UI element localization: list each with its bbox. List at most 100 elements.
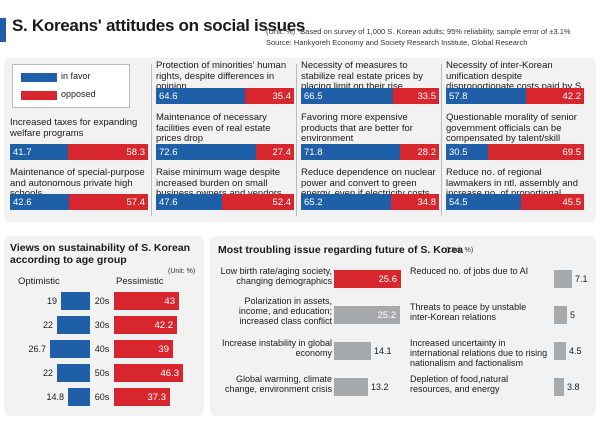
favor-bar [156, 88, 245, 104]
favor-value: 57.8 [449, 91, 468, 102]
opposed-value: 58.3 [126, 147, 146, 158]
unit-note: (Unit: %) *Based on survey of 1,000 S. K… [266, 27, 571, 36]
pessimistic-bar: 42.2 [114, 316, 177, 334]
favor-bar [301, 194, 391, 210]
legend-favor-label: in favor [61, 71, 91, 81]
question-label: Protection of minorities' human rights, … [156, 60, 287, 92]
stacked-bar: 42.6 57.4 [10, 194, 148, 210]
stacked-bar: 71.8 28.2 [301, 144, 439, 160]
opposed-bar [222, 194, 294, 210]
favor-bar [301, 88, 393, 104]
legend-opposed-label: opposed [61, 89, 96, 99]
opposed-bar [521, 194, 584, 210]
issue-label: Depletion of food,natural resources, and… [410, 374, 509, 394]
issue-bar [554, 306, 567, 324]
issue-bar [554, 378, 564, 396]
pessimistic-bar: 37.3 [114, 388, 170, 406]
opposed-bar [393, 88, 439, 104]
issue-bar: 25.6 [334, 270, 401, 288]
issue-bar: 25.2 [334, 306, 400, 324]
opposed-value: 28.2 [417, 147, 437, 158]
favor-value: 71.8 [304, 147, 323, 158]
issue-label: Threats to peace by unstable inter-Korea… [410, 302, 527, 322]
pessimistic-header: Pessimistic [116, 276, 164, 287]
stacked-bar: 30.5 69.5 [446, 144, 584, 160]
pessimistic-value: 46.3 [160, 368, 180, 379]
pessimistic-value: 42.2 [154, 320, 174, 331]
issue-value: 4.5 [569, 346, 582, 356]
issue-label: Low birth rate/aging society, changing d… [220, 266, 332, 286]
issue-label: Global warming, climate change, environm… [224, 374, 332, 394]
issue-bar [334, 342, 371, 360]
age-panel: Views on sustainability of S. Korean acc… [4, 236, 204, 416]
favor-bar [446, 144, 488, 160]
age-panel-title: Views on sustainability of S. Korean acc… [10, 242, 191, 266]
optimistic-value: 14.8 [46, 392, 64, 402]
favor-value: 41.7 [13, 147, 32, 158]
optimistic-header: Optimistic [18, 276, 60, 287]
issue-value: 25.2 [377, 310, 397, 321]
pessimistic-bar: 43 [114, 292, 179, 310]
opposed-bar [68, 144, 148, 160]
issue-value: 3.8 [567, 382, 580, 392]
opposed-value: 42.2 [562, 91, 582, 102]
opposed-bar [245, 88, 294, 104]
age-unit-note: (Unit: %) [168, 268, 196, 275]
favor-bar [446, 88, 526, 104]
pessimistic-value: 39 [158, 344, 169, 355]
question-label: Necessity of measures to stabilize real … [301, 60, 423, 92]
opposed-bar [256, 144, 294, 160]
age-group-label: 20s [94, 296, 110, 306]
opposed-bar [69, 194, 148, 210]
optimistic-bar [61, 292, 90, 310]
opposed-value: 45.5 [562, 197, 582, 208]
header: S. Koreans' attitudes on social issues (… [0, 0, 600, 56]
column-divider [151, 64, 152, 216]
opposed-value: 57.4 [126, 197, 146, 208]
favor-value: 54.5 [449, 197, 468, 208]
optimistic-bar [68, 388, 90, 406]
question-label: Favoring more expensive products that ar… [301, 112, 413, 144]
stacked-bar: 64.6 35.4 [156, 88, 294, 104]
question-label: Raise minimum wage despite increased bur… [156, 167, 282, 198]
stacked-bar: 65.2 34.8 [301, 194, 439, 210]
question-label: Maintenance of special-purpose and auton… [10, 167, 145, 198]
optimistic-bar [57, 364, 90, 382]
stacked-bar: 66.5 33.5 [301, 88, 439, 104]
column-divider [441, 64, 442, 216]
opposed-value: 34.8 [417, 197, 437, 208]
issue-bar [554, 342, 566, 360]
issue-panel: Most troubling issue regarding future of… [210, 236, 596, 416]
column-divider [296, 64, 297, 216]
age-group-label: 60s [94, 392, 110, 402]
opposed-value: 35.4 [272, 91, 292, 102]
stacked-bar: 54.5 45.5 [446, 194, 584, 210]
favor-bar [156, 194, 222, 210]
opposed-bar [526, 88, 584, 104]
pessimistic-bar: 39 [114, 340, 173, 358]
optimistic-bar [50, 340, 90, 358]
favor-bar [10, 144, 68, 160]
title-accent-strip [0, 18, 6, 42]
opposed-bar [488, 144, 584, 160]
issue-bar [554, 270, 572, 288]
favor-value: 42.6 [13, 197, 32, 208]
favor-value: 47.6 [159, 197, 178, 208]
favor-value: 65.2 [304, 197, 323, 208]
issue-unit-note: (Unit: %) [446, 247, 474, 254]
favor-bar [10, 194, 69, 210]
source-note: Source: Hankyoreh Economy and Society Re… [266, 38, 528, 47]
issue-panel-title: Most troubling issue regarding future of… [218, 244, 464, 256]
issue-value: 7.1 [575, 274, 588, 284]
age-group-label: 50s [94, 368, 110, 378]
opposed-value: 33.5 [417, 91, 437, 102]
stacked-bar: 72.6 27.4 [156, 144, 294, 160]
stacked-bar: 41.7 58.3 [10, 144, 148, 160]
question-label: Increased taxes for expanding welfare pr… [10, 117, 138, 139]
pessimistic-value: 37.3 [147, 392, 167, 403]
opposed-bar [391, 194, 439, 210]
legend-opposed-swatch [21, 91, 57, 100]
age-group-label: 30s [94, 320, 110, 330]
attitudes-panel: in favor opposed Increased taxes for exp… [4, 58, 596, 222]
age-group-label: 40s [94, 344, 110, 354]
